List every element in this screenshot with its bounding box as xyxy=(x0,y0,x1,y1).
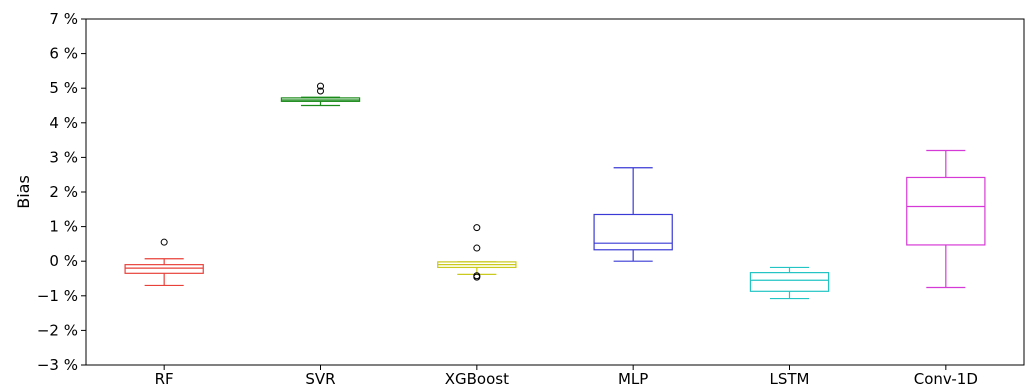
outlier-point xyxy=(473,244,481,252)
y-tick-label: −1 % xyxy=(37,287,78,305)
x-tick-label: MLP xyxy=(618,370,648,385)
x-tick-label: SVR xyxy=(305,370,335,385)
box-iqr xyxy=(593,213,673,251)
y-tick-label: 0 % xyxy=(49,252,78,270)
x-tick-label: RF xyxy=(155,370,174,385)
outlier-point xyxy=(317,82,324,90)
y-tick-label: 3 % xyxy=(49,148,78,166)
box-lstm xyxy=(749,266,830,300)
y-tick-label: 4 % xyxy=(49,114,78,132)
box-mlp xyxy=(593,167,673,262)
outlier-point xyxy=(160,238,168,246)
outlier-point xyxy=(317,87,324,95)
y-tick-label: 7 % xyxy=(49,10,78,28)
box-iqr xyxy=(749,272,830,292)
box-rf xyxy=(124,238,204,287)
y-tick-label: 6 % xyxy=(49,45,78,63)
outlier-point xyxy=(473,224,481,232)
box-svr xyxy=(280,82,361,107)
y-axis-title: Bias xyxy=(14,175,33,209)
box-iqr xyxy=(124,264,204,274)
y-tick-label: 2 % xyxy=(49,183,78,201)
y-tick-label: −3 % xyxy=(37,356,78,374)
y-axis: −3 % −2 % −1 % 0 % 1 % 2 % 3 % 4 % 5 % 6 % 7 % xyxy=(37,10,86,374)
y-tick-label: −2 % xyxy=(37,321,78,339)
box-conv-1d xyxy=(906,149,986,289)
plot-area xyxy=(85,18,1025,366)
boxes xyxy=(124,82,986,300)
x-tick-label: XGBoost xyxy=(445,370,509,385)
x-tick-label: Conv-1D xyxy=(914,370,978,385)
x-tick-label: LSTM xyxy=(770,370,810,385)
outlier-point xyxy=(473,273,481,281)
y-tick-label: 1 % xyxy=(49,218,78,236)
box-iqr xyxy=(906,176,986,246)
y-tick-label: 5 % xyxy=(49,79,78,97)
x-axis: RF SVR XGBoost MLP LSTM Conv-1D xyxy=(155,365,978,385)
box-xgboost xyxy=(437,224,517,281)
